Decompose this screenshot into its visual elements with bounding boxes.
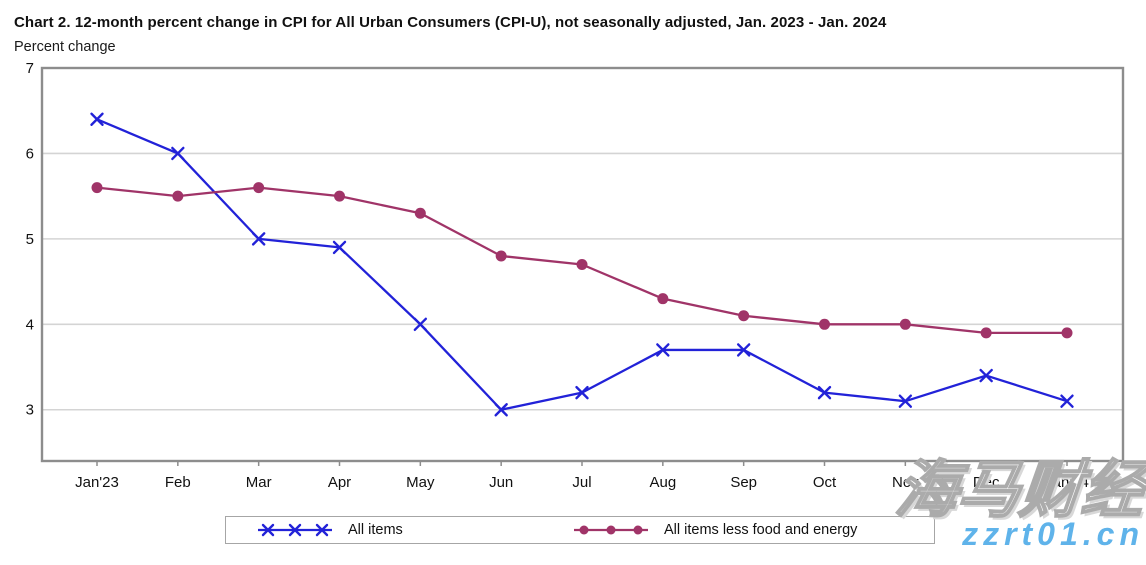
series-core-marker [576, 259, 588, 270]
series-core-marker [91, 182, 103, 194]
y-axis-tick-label: 3 [26, 402, 34, 419]
legend: All items All items less food and energy [225, 516, 935, 544]
x-axis-tick-label: Jan'23 [75, 474, 119, 491]
legend-sample-marker [633, 525, 643, 535]
legend-sample-marker [288, 523, 302, 537]
x-axis-tick-label: Sep [730, 474, 757, 491]
series-all-items-marker [575, 385, 589, 400]
series-core-marker [334, 190, 345, 202]
core-line-marker-icon [574, 525, 648, 535]
series-all-items-marker [736, 343, 751, 357]
series-all-items-marker [898, 394, 913, 408]
series-all-items-marker [656, 343, 670, 357]
x-axis-tick-label: Jun [489, 474, 513, 491]
x-axis-tick-label: Apr [328, 474, 351, 491]
y-axis-unit-label: Percent change [14, 39, 116, 55]
series-all-items-marker [817, 385, 832, 400]
series-all-items-marker [90, 112, 104, 126]
x-axis-tick-label: Nov [892, 474, 919, 491]
series-all-items-marker [979, 368, 993, 383]
legend-item-all-items: All items [256, 517, 403, 543]
series-core-marker [172, 190, 184, 202]
series-core-marker [980, 327, 992, 339]
x-axis-tick-label: Dec [973, 474, 1000, 491]
y-axis-tick-label: 5 [26, 231, 34, 248]
series-core-marker [1061, 327, 1073, 339]
series-core-marker [899, 318, 911, 330]
x-axis-tick-label: Mar [246, 474, 272, 491]
x-axis-tick-label: Jan'24 [1045, 474, 1089, 491]
y-axis-tick-label: 4 [26, 316, 34, 333]
legend-sample-marker [315, 523, 329, 537]
x-axis-tick-label: Aug [649, 474, 676, 491]
chart-title: Chart 2. 12-month percent change in CPI … [14, 14, 887, 31]
series-core-marker [495, 250, 507, 262]
legend-label-core: All items less food and energy [664, 522, 858, 538]
series-all-items-marker [413, 317, 428, 332]
series-all-items-marker [332, 240, 347, 255]
legend-label-all-items: All items [348, 522, 403, 538]
x-axis-tick-label: Jul [572, 474, 591, 491]
series-all-items [90, 112, 1074, 417]
x-axis-tick-label: Feb [165, 474, 191, 491]
series-core-marker [414, 207, 426, 219]
y-axis-tick-label: 7 [26, 60, 34, 77]
series-all-items-marker [494, 403, 508, 417]
legend-sample-marker [261, 523, 275, 537]
all-items-line-marker-icon [258, 523, 332, 537]
legend-sample-marker [606, 525, 616, 535]
series-core [91, 182, 1073, 339]
legend-item-core: All items less food and energy [572, 517, 857, 543]
series-core-marker [738, 310, 750, 322]
series-all-items-marker [1060, 394, 1074, 408]
y-axis-tick-label: 6 [26, 145, 34, 162]
series-core-marker [657, 293, 669, 305]
series-all-items-marker [171, 146, 185, 161]
series-core-marker [253, 182, 265, 194]
series-core-marker [819, 318, 830, 330]
x-axis-tick-label: Oct [813, 474, 837, 491]
x-axis-tick-label: May [406, 474, 435, 491]
legend-sample-marker [579, 525, 589, 535]
series-all-items-marker [251, 232, 266, 246]
